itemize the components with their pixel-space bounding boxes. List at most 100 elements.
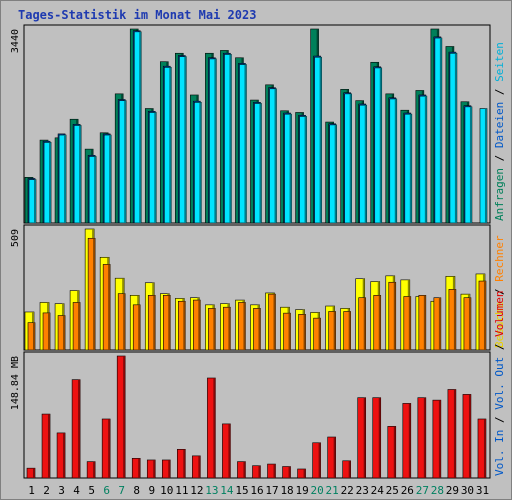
bar-rechner-day-4 xyxy=(72,302,81,351)
y-max-label: 148.84 MB xyxy=(10,356,21,410)
bar-shadow xyxy=(183,301,186,350)
bar-volumen-day-16 xyxy=(252,465,261,479)
bar-volumen-day-25 xyxy=(387,426,397,479)
day-label-21: 21 xyxy=(326,484,339,497)
day-label-26: 26 xyxy=(401,484,414,497)
bar-shadow xyxy=(154,112,157,223)
day-label-31: 31 xyxy=(476,484,489,497)
bar-shadow xyxy=(108,264,111,350)
bar-shadow xyxy=(423,397,426,478)
bar-seiten-day-21 xyxy=(329,124,337,224)
bar-shadow xyxy=(333,437,336,478)
bar-shadow xyxy=(33,468,35,478)
day-label-29: 29 xyxy=(446,484,459,497)
bar-seiten-day-28 xyxy=(434,37,443,224)
bar-shadow xyxy=(334,124,337,223)
bar-shadow xyxy=(379,67,382,224)
bar-seiten-day-13 xyxy=(209,58,217,224)
bar-seiten-day-18 xyxy=(284,113,292,224)
bar-seiten-day-7 xyxy=(118,100,127,224)
bar-volumen-day-6 xyxy=(101,418,111,479)
bar-body xyxy=(252,465,261,479)
bar-rechner-day-7 xyxy=(117,293,126,351)
bar-shadow xyxy=(63,315,66,350)
bar-seiten-day-27 xyxy=(419,95,428,224)
bar-shadow xyxy=(378,397,381,478)
bar-shadow xyxy=(273,464,276,478)
bar-volumen-day-27 xyxy=(417,397,427,479)
day-label-1: 1 xyxy=(28,484,35,497)
bar-shadow xyxy=(333,311,336,350)
bar-volumen-day-21 xyxy=(327,436,336,479)
panel-3: 148.84 MB Vol. In / Vol. Out / Volumen xyxy=(10,291,506,479)
bar-seiten-day-19 xyxy=(299,116,307,224)
bar-seiten-day-11 xyxy=(179,56,187,224)
bar-shadow xyxy=(393,282,396,350)
day-label-16: 16 xyxy=(250,484,263,497)
bar-shadow xyxy=(378,295,381,350)
bar-shadow xyxy=(408,296,411,350)
day-label-4: 4 xyxy=(73,484,80,497)
series-label: Volumen xyxy=(493,291,506,337)
bar-shadow xyxy=(483,281,486,350)
bar-seiten-day-10 xyxy=(163,67,172,224)
bar-rechner-day-6 xyxy=(102,264,111,351)
day-label-17: 17 xyxy=(265,484,278,497)
bar-seiten-day-3 xyxy=(58,134,67,224)
day-label-2: 2 xyxy=(43,484,50,497)
series-label: Vol. Out xyxy=(493,357,506,410)
bar-shadow xyxy=(319,57,322,223)
bar-shadow xyxy=(408,403,411,478)
bar-shadow xyxy=(64,135,67,223)
bar-volumen-day-3 xyxy=(56,432,66,479)
bar-shadow xyxy=(438,400,441,478)
series-label: Besuche xyxy=(493,302,506,348)
bar-volumen-day-19 xyxy=(297,468,306,479)
bar-shadow xyxy=(243,461,246,478)
bar-shadow xyxy=(244,64,247,223)
day-label-7: 7 xyxy=(118,484,125,497)
bar-shadow xyxy=(289,114,292,223)
bar-shadow xyxy=(318,318,321,350)
bar-rechner-day-13 xyxy=(208,308,216,351)
bar-rechner-day-8 xyxy=(132,304,141,351)
bar-volumen-day-26 xyxy=(402,403,412,479)
bar-seiten-day-25 xyxy=(389,98,398,224)
day-label-30: 30 xyxy=(461,484,474,497)
bar-shadow xyxy=(228,307,231,350)
bar-shadow xyxy=(139,31,142,224)
bar-seiten-day-6 xyxy=(103,134,112,224)
day-label-6: 6 xyxy=(103,484,110,497)
bar-volumen-day-10 xyxy=(161,459,171,479)
day-label-11: 11 xyxy=(175,484,188,497)
bar-seiten-day-1 xyxy=(28,179,37,224)
bar-volumen-day-23 xyxy=(357,397,367,479)
bar-shadow xyxy=(168,295,171,350)
bar-seiten-day-8 xyxy=(133,31,142,224)
bar-shadow xyxy=(123,293,126,350)
bar-rechner-day-29 xyxy=(448,289,457,351)
day-label-25: 25 xyxy=(386,484,399,497)
bar-volumen-day-8 xyxy=(131,458,141,479)
bar-shadow xyxy=(199,102,202,223)
bar-rechner-day-17 xyxy=(268,293,276,351)
bar-shadow xyxy=(258,308,261,350)
bar-rechner-day-30 xyxy=(463,297,472,351)
bar-seiten-day-29 xyxy=(449,52,458,224)
bar-shadow xyxy=(423,295,426,350)
bar-shadow xyxy=(484,108,487,223)
bar-rechner-day-19 xyxy=(298,314,306,351)
series-label: Anfragen xyxy=(493,168,506,221)
bar-volumen-day-5 xyxy=(86,461,96,479)
bar-volumen-day-14 xyxy=(222,423,231,479)
bar-shadow xyxy=(183,449,186,478)
bar-shadow xyxy=(108,418,111,478)
bar-volumen-day-13 xyxy=(207,377,216,479)
label-separator: / xyxy=(493,337,506,357)
bar-shadow xyxy=(213,308,216,350)
day-label-9: 9 xyxy=(148,484,155,497)
bar-shadow xyxy=(138,304,141,350)
bar-shadow xyxy=(468,394,471,478)
bar-shadow xyxy=(109,135,112,223)
bar-seiten-day-4 xyxy=(73,125,82,224)
